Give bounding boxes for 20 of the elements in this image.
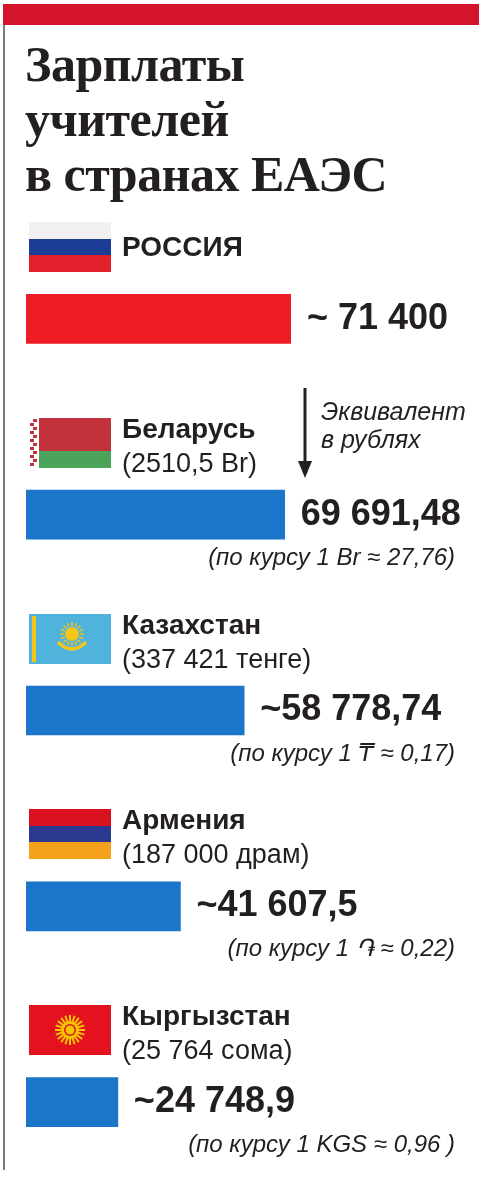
annotation: (337 421 тенге)	[122, 643, 312, 674]
data-label: ~58 778,74	[260, 687, 442, 729]
y-tick-label: Казахстан	[122, 608, 262, 641]
y-tick-label: РОССИЯ	[122, 230, 243, 263]
data-label: 69 691,48	[300, 491, 461, 533]
annotation: (по курсу 1 ₸ ≈ 0,17)	[230, 738, 455, 767]
annotation: (25 764 сома)	[122, 1035, 293, 1066]
annotation: (по курсу 1 ֏ ≈ 0,22)	[227, 934, 455, 963]
chart-title: Зарплаты учителей в странах ЕАЭС	[25, 36, 388, 202]
y-tick-label: Армения	[122, 804, 246, 837]
y-tick-label: Беларусь	[122, 412, 256, 445]
data-label: ~ 71 400	[307, 295, 449, 337]
annotation: (187 000 драм)	[122, 839, 310, 870]
y-tick-label: Кыргызстан	[122, 1000, 291, 1033]
text: Эквивалент в рублях	[321, 396, 467, 453]
annotation: (2510,5 Br)	[122, 447, 258, 478]
data-label: ~41 607,5	[196, 883, 358, 925]
text: (по курсу 1 KGS ≈ 0,96 )	[188, 1130, 455, 1159]
data-label: ~24 748,9	[133, 1079, 296, 1121]
annotation: (по курсу 1 Br ≈ 27,76)	[208, 542, 455, 571]
